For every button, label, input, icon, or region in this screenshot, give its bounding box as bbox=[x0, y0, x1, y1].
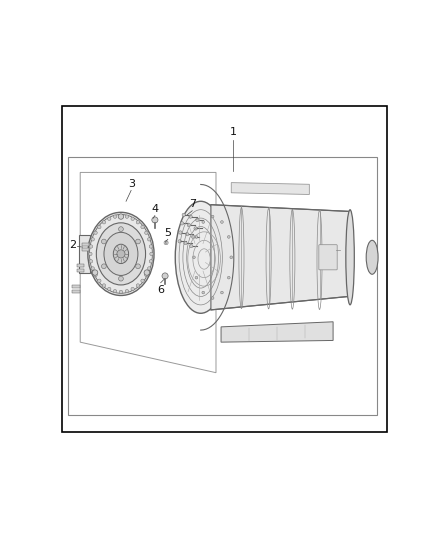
Ellipse shape bbox=[113, 244, 129, 263]
Circle shape bbox=[89, 245, 93, 248]
Circle shape bbox=[145, 231, 148, 235]
Circle shape bbox=[193, 256, 195, 259]
Circle shape bbox=[221, 221, 223, 223]
Bar bbox=[77, 264, 84, 267]
Circle shape bbox=[108, 217, 111, 221]
Circle shape bbox=[118, 214, 124, 219]
Text: 5: 5 bbox=[164, 228, 171, 238]
Circle shape bbox=[184, 241, 187, 245]
Circle shape bbox=[91, 266, 95, 270]
Circle shape bbox=[195, 276, 198, 279]
Circle shape bbox=[131, 217, 134, 221]
Circle shape bbox=[89, 260, 93, 263]
Circle shape bbox=[195, 236, 198, 238]
Circle shape bbox=[92, 270, 98, 275]
Circle shape bbox=[91, 238, 95, 241]
Circle shape bbox=[102, 239, 106, 244]
Circle shape bbox=[179, 231, 182, 234]
Circle shape bbox=[148, 266, 151, 270]
Circle shape bbox=[119, 227, 124, 231]
Circle shape bbox=[194, 227, 197, 230]
Circle shape bbox=[102, 221, 106, 224]
Circle shape bbox=[125, 289, 129, 293]
Circle shape bbox=[94, 231, 97, 235]
Circle shape bbox=[136, 221, 140, 224]
Circle shape bbox=[187, 223, 191, 227]
Polygon shape bbox=[80, 172, 216, 373]
Text: 6: 6 bbox=[157, 285, 164, 295]
Circle shape bbox=[102, 264, 106, 269]
Circle shape bbox=[148, 238, 151, 241]
Circle shape bbox=[227, 236, 230, 238]
Ellipse shape bbox=[346, 210, 354, 305]
Text: 3: 3 bbox=[129, 180, 136, 189]
Circle shape bbox=[152, 217, 158, 223]
Polygon shape bbox=[221, 322, 333, 342]
Circle shape bbox=[189, 215, 192, 218]
Circle shape bbox=[131, 287, 134, 290]
Circle shape bbox=[162, 273, 168, 279]
Circle shape bbox=[211, 297, 214, 300]
Circle shape bbox=[190, 245, 193, 248]
Bar bbox=[82, 244, 89, 246]
Circle shape bbox=[98, 225, 101, 229]
Circle shape bbox=[119, 276, 124, 281]
Circle shape bbox=[165, 241, 167, 244]
Text: 7: 7 bbox=[189, 199, 196, 209]
Circle shape bbox=[117, 250, 125, 258]
Ellipse shape bbox=[96, 223, 145, 285]
FancyBboxPatch shape bbox=[78, 235, 90, 272]
Circle shape bbox=[113, 289, 117, 293]
Circle shape bbox=[136, 239, 140, 244]
Ellipse shape bbox=[104, 232, 138, 276]
Circle shape bbox=[119, 290, 123, 294]
Circle shape bbox=[98, 279, 101, 282]
Ellipse shape bbox=[88, 212, 154, 295]
Circle shape bbox=[182, 213, 185, 216]
Circle shape bbox=[141, 225, 144, 229]
Ellipse shape bbox=[366, 240, 378, 274]
Circle shape bbox=[185, 232, 189, 236]
Circle shape bbox=[149, 245, 152, 248]
Text: 2: 2 bbox=[69, 240, 76, 251]
Circle shape bbox=[227, 276, 230, 279]
Bar bbox=[68, 157, 377, 415]
Circle shape bbox=[144, 270, 149, 275]
Circle shape bbox=[94, 273, 97, 277]
Polygon shape bbox=[211, 205, 350, 310]
Bar bbox=[82, 248, 89, 251]
Circle shape bbox=[196, 218, 199, 222]
Bar bbox=[72, 286, 80, 288]
Bar bbox=[77, 269, 84, 272]
Circle shape bbox=[202, 291, 205, 294]
Circle shape bbox=[113, 215, 117, 219]
Circle shape bbox=[221, 291, 223, 294]
Circle shape bbox=[108, 287, 111, 290]
Circle shape bbox=[211, 215, 214, 218]
Circle shape bbox=[180, 222, 184, 225]
Ellipse shape bbox=[175, 201, 226, 313]
Circle shape bbox=[150, 252, 153, 256]
Text: 1: 1 bbox=[230, 127, 237, 137]
Polygon shape bbox=[231, 183, 309, 195]
Circle shape bbox=[141, 279, 144, 282]
Circle shape bbox=[145, 273, 148, 277]
Circle shape bbox=[191, 235, 195, 239]
Circle shape bbox=[202, 221, 205, 223]
Circle shape bbox=[136, 264, 140, 269]
Circle shape bbox=[88, 252, 92, 256]
Circle shape bbox=[125, 215, 129, 219]
Circle shape bbox=[178, 240, 181, 243]
Circle shape bbox=[230, 256, 233, 259]
Circle shape bbox=[149, 260, 152, 263]
Circle shape bbox=[119, 214, 123, 217]
FancyBboxPatch shape bbox=[319, 245, 337, 270]
Text: 4: 4 bbox=[151, 204, 159, 214]
Bar bbox=[72, 290, 80, 293]
Circle shape bbox=[136, 284, 140, 287]
Circle shape bbox=[102, 284, 106, 287]
